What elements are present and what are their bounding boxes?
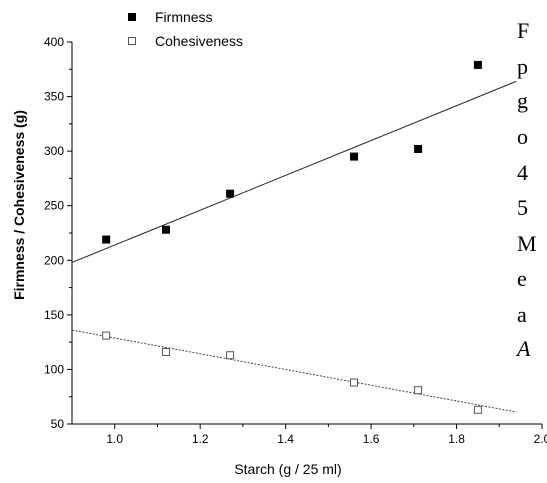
point-cohesiveness (473, 405, 482, 414)
point-firmness (350, 152, 358, 161)
y-axis-title: Firmness / Cohesiveness (g) (11, 110, 27, 300)
x-tick-label: 1.2 (192, 432, 209, 446)
point-firmness (473, 60, 482, 69)
trendline-cohesiveness (71, 329, 517, 413)
side-text-line: M (517, 231, 537, 256)
y-tick-label: 200 (44, 253, 64, 267)
side-text-line: e (517, 266, 527, 291)
x-tick-label: 2.0 (534, 432, 547, 446)
y-tick-label: 400 (44, 35, 64, 49)
y-tick-label: 50 (51, 417, 65, 431)
data-points (102, 60, 482, 414)
legend-label: Firmness (155, 9, 213, 25)
x-tick-label: 1.6 (363, 432, 380, 446)
point-cohesiveness (350, 378, 358, 387)
y-tick-label: 100 (44, 362, 64, 376)
point-firmness (162, 225, 170, 234)
legend: Firmness Cohesiveness (128, 9, 243, 49)
side-text-line: F (517, 18, 530, 43)
x-tick-label: 1.8 (448, 432, 465, 446)
y-tick-label: 150 (44, 308, 64, 322)
point-firmness (102, 235, 111, 244)
legend-marker (128, 13, 136, 21)
trendlines (71, 80, 517, 413)
trendline-firmness (71, 80, 517, 263)
point-cohesiveness (102, 331, 111, 340)
side-text-line: o (517, 124, 528, 149)
point-firmness (226, 189, 235, 198)
axes: 50 100 150 200 250 300 350 400 1.0 1.2 1.4 1.6 1.8 2.… (44, 35, 547, 446)
point-cohesiveness (226, 351, 235, 360)
legend-label: Cohesiveness (155, 33, 243, 49)
x-tick-label: 1.4 (277, 432, 294, 446)
side-text-line: A (517, 336, 531, 361)
x-tick-label: 1.0 (106, 432, 123, 446)
point-cohesiveness (414, 386, 423, 395)
side-text-line: g (517, 88, 528, 113)
x-axis-title: Starch (g / 25 ml) (234, 461, 341, 477)
y-tick-label: 300 (44, 144, 64, 158)
side-text-line: p (517, 54, 528, 79)
y-tick-label: 350 (44, 90, 64, 104)
point-cohesiveness (162, 347, 170, 356)
legend-marker (128, 37, 136, 45)
y-tick-label: 250 (44, 199, 64, 213)
side-text-line: 4 (517, 160, 528, 185)
side-text-line: 5 (517, 195, 528, 220)
point-firmness (414, 144, 423, 153)
side-text-line: a (517, 302, 527, 327)
